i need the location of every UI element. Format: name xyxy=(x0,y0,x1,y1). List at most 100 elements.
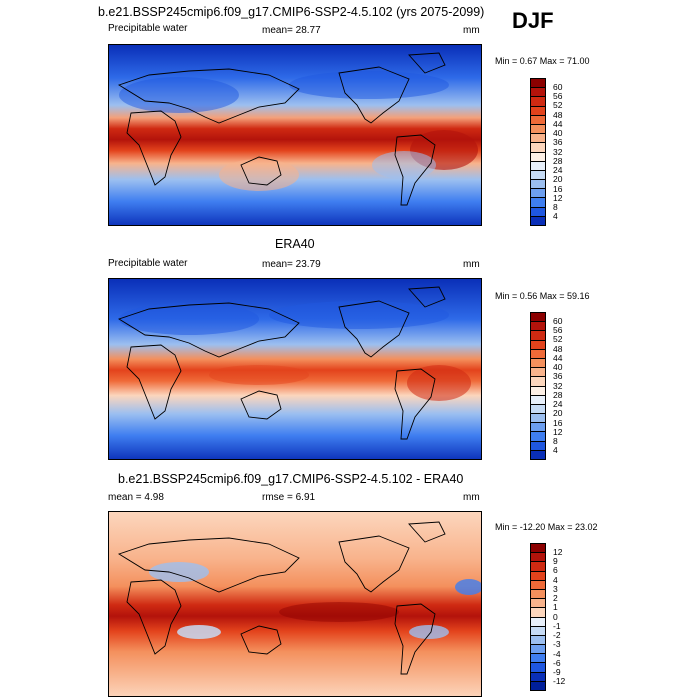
colorbar-tick-label: -6 xyxy=(553,657,561,668)
panel3-minmax-label: Min = -12.20 Max = 23.02 xyxy=(495,522,598,532)
colorbar-tick-label: 12 xyxy=(553,426,563,437)
colorbar-swatch xyxy=(531,654,545,664)
colorbar-tick-label: 60 xyxy=(553,315,563,326)
colorbar-tick-label: 12 xyxy=(553,192,563,203)
colorbar-swatch xyxy=(531,441,545,451)
panel2-minmax-label: Min = 0.56 Max = 59.16 xyxy=(495,291,590,301)
colorbar-tick-label: 2 xyxy=(553,593,558,603)
coast-south-america xyxy=(394,134,436,206)
colorbar-tick-label: 44 xyxy=(553,118,563,129)
colorbar-swatch xyxy=(531,395,545,405)
panel2-map xyxy=(108,278,482,460)
panel1-mean-label: mean= 28.77 xyxy=(262,25,321,36)
colorbar-swatch xyxy=(531,134,545,144)
coast-greenland xyxy=(408,52,446,74)
coast-eurasia xyxy=(117,68,300,124)
colorbar-swatch xyxy=(531,562,545,572)
colorbar-tick-label: 56 xyxy=(553,91,563,101)
colorbar-swatch xyxy=(531,322,545,332)
colorbar-swatch xyxy=(531,635,545,646)
colorbar-swatch xyxy=(531,349,545,359)
panel2-variable-label: Precipitable water xyxy=(108,258,188,269)
season-label: DJF xyxy=(512,8,554,33)
colorbar-swatch xyxy=(531,170,545,181)
colorbar-swatch xyxy=(531,672,545,682)
colorbar-tick-label: -2 xyxy=(553,630,561,640)
panel3-title: b.e21.BSSP245cmip6.f09_g17.CMIP6-SSP2-4.… xyxy=(118,472,464,486)
colorbar-swatch xyxy=(531,115,545,125)
colorbar-tick-label: 32 xyxy=(553,380,563,391)
colorbar-tick-label: 6 xyxy=(553,565,558,576)
colorbar-swatch xyxy=(531,544,545,554)
coast-north-america xyxy=(338,66,410,124)
colorbar-tick-label: 52 xyxy=(553,334,563,345)
colorbar-swatch xyxy=(531,340,545,350)
colorbar-swatch xyxy=(531,599,545,609)
colorbar-swatch xyxy=(531,589,545,600)
colorbar-tick-label: 0 xyxy=(553,611,558,622)
colorbar-tick-label: 48 xyxy=(553,109,563,120)
colorbar-tick-label: 40 xyxy=(553,362,563,372)
colorbar-tick-label: 56 xyxy=(553,325,563,335)
colorbar-tick-label: 20 xyxy=(553,408,563,419)
colorbar-swatch xyxy=(531,580,545,590)
colorbar-tick-label: -12 xyxy=(553,676,566,687)
colorbar-tick-label: 4 xyxy=(553,211,558,222)
colorbar-swatch xyxy=(531,106,545,116)
colorbar-swatch xyxy=(531,617,545,627)
colorbar-swatch xyxy=(531,189,545,199)
colorbar-tick-label: -9 xyxy=(553,667,561,677)
panel2-mean-label: mean= 23.79 xyxy=(262,259,321,270)
colorbar-tick-label: -1 xyxy=(553,620,561,631)
colorbar-swatch xyxy=(531,358,545,369)
colorbar-swatch xyxy=(531,681,545,690)
colorbar-swatch xyxy=(531,331,545,341)
coast-africa xyxy=(126,110,182,186)
panel3-colorbar xyxy=(530,543,546,691)
colorbar-tick-label: 40 xyxy=(553,128,563,138)
colorbar-tick-label: 9 xyxy=(553,556,558,566)
panel1-map xyxy=(108,44,482,226)
colorbar-swatch xyxy=(531,161,545,171)
colorbar-tick-label: 16 xyxy=(553,417,563,428)
colorbar-tick-label: 36 xyxy=(553,137,563,148)
colorbar-swatch xyxy=(531,571,545,581)
colorbar-swatch xyxy=(531,79,545,89)
colorbar-swatch xyxy=(531,207,545,217)
panel1-title: b.e21.BSSP245cmip6.f09_g17.CMIP6-SSP2-4.… xyxy=(98,5,485,19)
colorbar-tick-label: 12 xyxy=(553,546,563,557)
colorbar-swatch xyxy=(531,216,545,225)
colorbar-swatch xyxy=(531,404,545,415)
panel2-colorbar xyxy=(530,312,546,460)
colorbar-tick-label: 32 xyxy=(553,146,563,157)
colorbar-tick-label: 8 xyxy=(553,202,558,212)
colorbar-tick-label: 52 xyxy=(553,100,563,111)
colorbar-tick-label: 20 xyxy=(553,174,563,185)
panel1-units-label: mm xyxy=(463,25,480,36)
panel2-units-label: mm xyxy=(463,259,480,270)
panel3-mean-label: mean = 4.98 xyxy=(108,492,164,503)
colorbar-tick-label: 4 xyxy=(553,445,558,456)
colorbar-tick-label: 28 xyxy=(553,155,563,166)
colorbar-swatch xyxy=(531,663,545,673)
colorbar-swatch xyxy=(531,626,545,636)
colorbar-tick-label: 16 xyxy=(553,183,563,194)
panel3-rmse-label: rmse = 6.91 xyxy=(262,492,316,503)
coast-australia xyxy=(240,156,282,186)
panel3-units-label: mm xyxy=(463,492,480,503)
colorbar-swatch xyxy=(531,198,545,208)
colorbar-tick-label: 8 xyxy=(553,436,558,446)
colorbar-swatch xyxy=(531,124,545,135)
colorbar-tick-label: 48 xyxy=(553,343,563,354)
colorbar-swatch xyxy=(531,313,545,323)
colorbar-swatch xyxy=(531,432,545,442)
panel1-variable-label: Precipitable water xyxy=(108,23,188,34)
panel3-map xyxy=(108,511,482,697)
colorbar-tick-label: 60 xyxy=(553,81,563,92)
colorbar-tick-label: -4 xyxy=(553,648,561,659)
colorbar-tick-label: 3 xyxy=(553,583,558,594)
colorbar-tick-label: 4 xyxy=(553,574,558,585)
colorbar-swatch xyxy=(531,368,545,378)
colorbar-swatch xyxy=(531,608,545,618)
colorbar-swatch xyxy=(531,97,545,107)
